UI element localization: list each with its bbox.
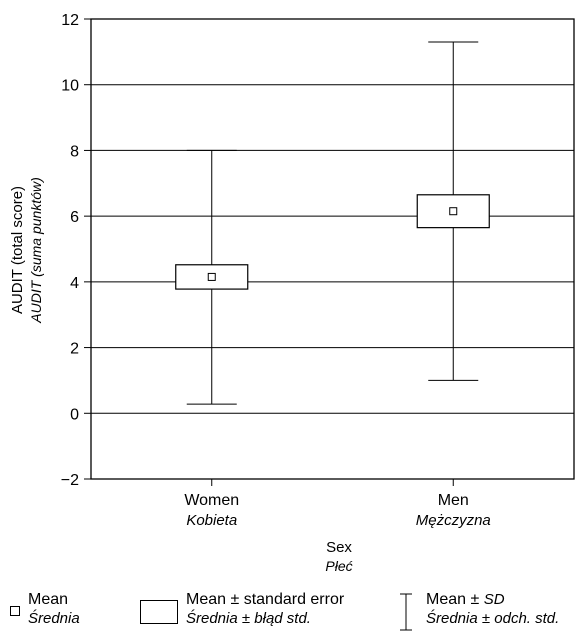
chart: −2 0 2 4 6 8 10 12 Women Kobieta Men Mężczyzna Sex… [9,12,575,574]
se-box [175,264,249,290]
legend: Mean Średnia Mean ± standard error Średn… [0,590,585,634]
legend-sd-label-pl: Średnia ± odch. std. [426,610,560,627]
y-tick-label: 10 [61,78,79,95]
x-tick-label: Men [438,492,469,509]
legend-item-standard-error: Mean ± standard error Średnia ± błąd std… [140,590,390,634]
x-tick-label-pl: Kobieta [186,512,237,529]
legend-mean-label: Mean [28,591,69,608]
plot-frame [90,18,575,480]
x-tick-label: Women [184,492,239,509]
legend-se-label-pl: Średnia ± błąd std. [186,610,311,627]
legend-se-label: Mean ± standard error [186,591,345,608]
y-tick-label: 12 [61,12,79,29]
y-tick-label: 0 [70,406,79,423]
y-tick-label: −2 [61,472,79,489]
legend-item-mean: Mean Średnia [8,590,118,634]
legend-mean-label-pl: Średnia [28,610,80,627]
x-tick-label-pl: Mężczyzna [416,512,491,529]
se-box-icon [140,600,178,624]
whisker-icon [400,593,412,631]
mean-marker [449,207,458,216]
legend-item-sd: Mean ± SD Średnia ± odch. std. [398,590,583,634]
y-axis: −2 0 2 4 6 8 10 12 [61,12,91,489]
plot-marks [175,41,490,405]
y-axis-label-pl: AUDIT (suma punktów) [28,177,44,323]
x-axis-label-pl: Płeć [325,558,352,574]
y-tick-label: 8 [70,143,79,160]
grid-lines [91,84,574,414]
y-axis-label: AUDIT (total score) [9,186,26,314]
mean-marker [207,272,216,281]
x-axis: Women Kobieta Men Mężczyzna [184,479,491,529]
x-axis-label: Sex [326,539,352,556]
y-tick-label: 2 [70,341,79,358]
box-group-women [175,149,249,405]
y-tick-label: 6 [70,209,79,226]
legend-sd-label: Mean ± [426,591,484,608]
y-tick-label: 4 [70,275,79,292]
legend-sd-label-it: SD [483,591,505,608]
box-group-men [416,41,490,381]
mean-marker-icon [10,606,20,616]
